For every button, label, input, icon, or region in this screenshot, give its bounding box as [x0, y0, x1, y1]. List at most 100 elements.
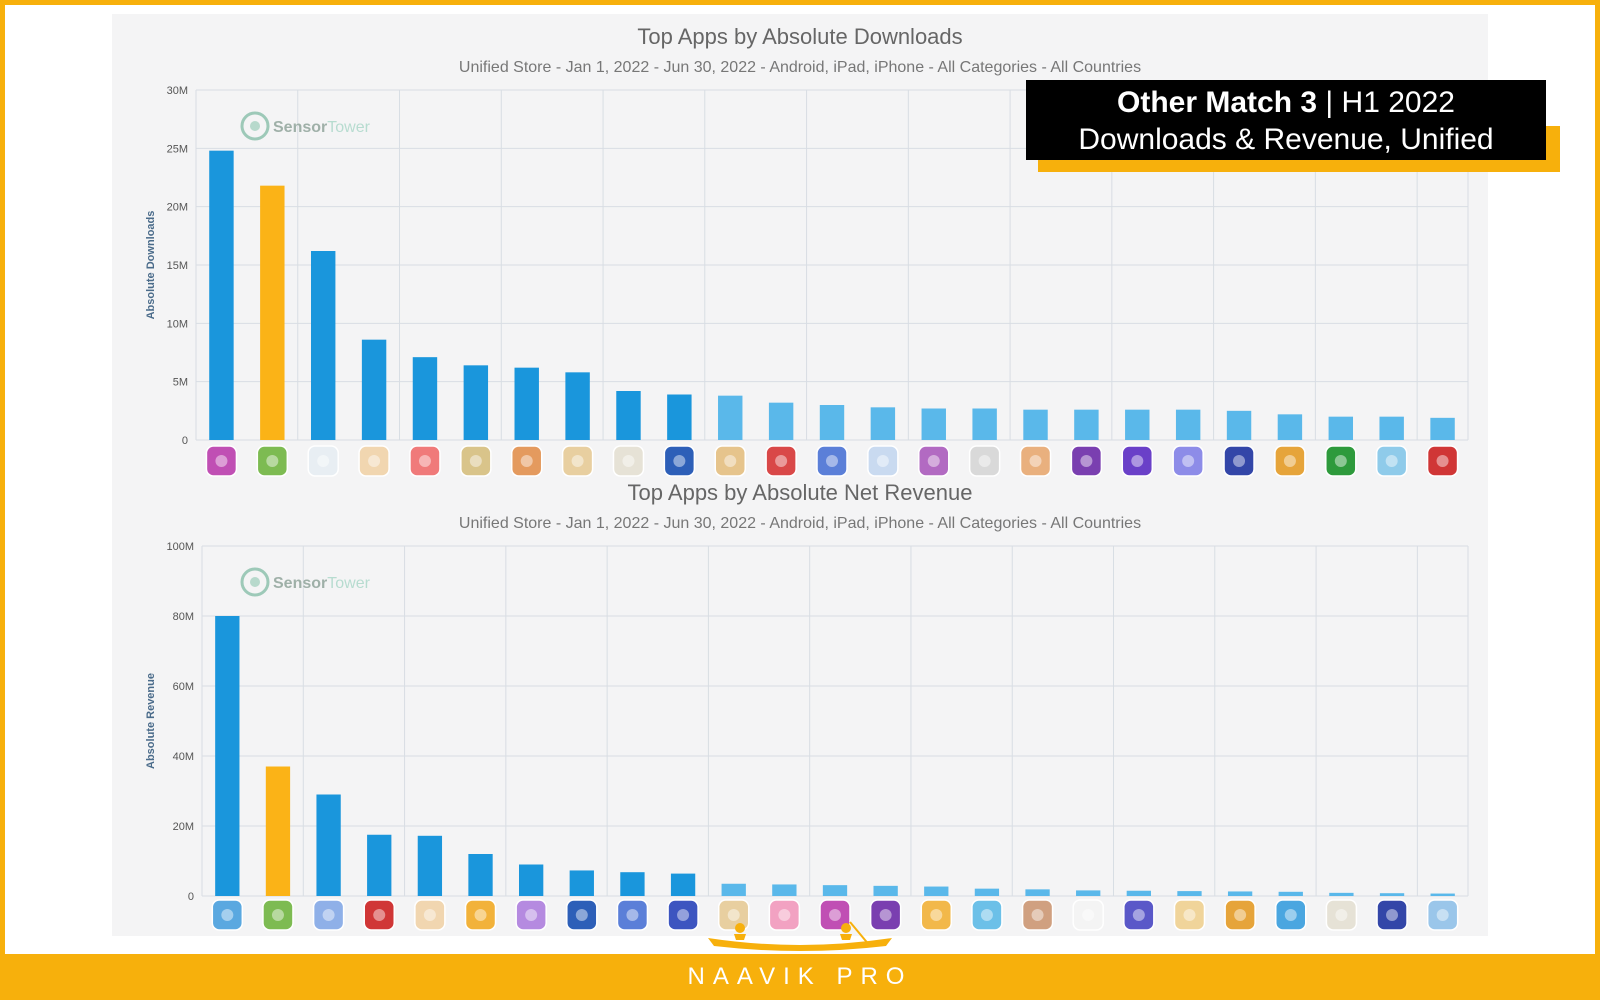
- bar: [519, 864, 544, 896]
- title-badge: Other Match 3 | H1 2022 Downloads & Reve…: [1026, 80, 1546, 160]
- app-icon-glyph: [423, 909, 436, 921]
- bar: [265, 766, 291, 896]
- app-icon: [1426, 899, 1459, 931]
- app-icon: [312, 899, 345, 931]
- bar: [1125, 409, 1150, 440]
- badge-title-separator: |: [1317, 86, 1342, 119]
- sensortower-watermark: SensorTower: [240, 567, 371, 597]
- bar: [718, 395, 743, 440]
- app-icon-glyph: [927, 455, 940, 467]
- bar: [514, 367, 539, 440]
- bar: [1076, 890, 1101, 896]
- app-icon-glyph: [829, 909, 841, 921]
- bar: [260, 185, 285, 440]
- app-icon: [1275, 899, 1307, 931]
- bar: [819, 405, 845, 440]
- chart-title: Top Apps by Absolute Net Revenue: [628, 480, 973, 505]
- app-icon: [1072, 899, 1104, 931]
- sensortower-wordmark: SensorTower: [273, 575, 371, 592]
- bar: [921, 408, 946, 440]
- app-icon: [768, 899, 801, 931]
- app-icon: [510, 445, 543, 477]
- bar: [1074, 409, 1099, 440]
- bar: [565, 372, 590, 440]
- app-icon-glyph: [1132, 909, 1145, 921]
- bar: [620, 872, 645, 896]
- app-icon-glyph: [673, 455, 686, 467]
- app-icon: [566, 899, 598, 931]
- app-icon: [616, 899, 649, 931]
- app-icon-glyph: [1284, 909, 1297, 921]
- sensortower-logo-icon: [240, 111, 270, 141]
- app-icon: [460, 445, 492, 477]
- app-icon-glyph: [1029, 455, 1042, 467]
- app-icon-glyph: [1334, 455, 1347, 467]
- bar: [1126, 890, 1151, 896]
- app-icon-glyph: [215, 455, 228, 467]
- y-tick-label: 0: [188, 891, 194, 903]
- app-icon: [358, 445, 390, 477]
- y-tick-label: 30M: [167, 85, 188, 97]
- app-icon-glyph: [575, 909, 588, 921]
- app-icon-glyph: [622, 455, 635, 467]
- app-icon-glyph: [930, 909, 943, 921]
- bar: [822, 885, 848, 896]
- app-icon-glyph: [368, 455, 381, 467]
- bar: [463, 365, 489, 440]
- app-icon: [1070, 445, 1103, 477]
- app-icon: [918, 445, 950, 477]
- bar: [667, 394, 692, 440]
- app-icon: [1121, 445, 1154, 477]
- bar: [1379, 416, 1404, 440]
- app-icon: [612, 445, 645, 477]
- bar: [367, 834, 392, 896]
- y-tick-label: 0: [182, 435, 188, 447]
- bar: [1177, 891, 1202, 896]
- app-icon-glyph: [879, 909, 892, 921]
- bar: [972, 408, 997, 440]
- app-icon-glyph: [1386, 909, 1399, 921]
- app-icon-glyph: [826, 455, 838, 467]
- app-icon-glyph: [1131, 455, 1144, 467]
- footer-brand: NAAVIK PRO: [0, 954, 1600, 1000]
- app-icon: [414, 899, 446, 931]
- app-icon: [1021, 899, 1054, 931]
- chart-revenue: Top Apps by Absolute Net Revenue Unified …: [145, 480, 1469, 931]
- app-icon-glyph: [571, 455, 584, 467]
- bar: [924, 886, 949, 896]
- app-icon-glyph: [525, 909, 538, 921]
- bar: [670, 873, 696, 896]
- app-icon-glyph: [775, 455, 788, 467]
- y-tick-label: 5M: [173, 377, 188, 389]
- app-icon-glyph: [626, 909, 639, 921]
- y-tick-label: 80M: [173, 611, 194, 623]
- app-icon-glyph: [271, 909, 284, 921]
- sensortower-logo-dot: [250, 577, 260, 587]
- app-icon: [971, 899, 1003, 931]
- bar: [1430, 893, 1455, 896]
- app-icon: [1274, 445, 1306, 477]
- app-icon: [869, 899, 902, 931]
- badge-title-period: H1 2022: [1341, 86, 1455, 119]
- app-icon: [1426, 445, 1459, 477]
- y-tick-label: 100M: [166, 541, 194, 553]
- app-icon: [968, 445, 1001, 477]
- app-icon: [1173, 899, 1206, 931]
- bar: [412, 357, 438, 440]
- app-icon: [262, 899, 294, 931]
- bar: [1227, 891, 1253, 896]
- app-icon: [714, 445, 746, 477]
- app-icon: [1224, 899, 1256, 931]
- app-icon-glyph: [520, 455, 533, 467]
- sensortower-logo-dot: [250, 121, 260, 131]
- bar: [569, 870, 594, 896]
- app-icon: [717, 899, 750, 931]
- bar: [417, 835, 443, 896]
- app-icon-glyph: [1234, 909, 1247, 921]
- app-icon: [211, 899, 244, 931]
- app-icon: [1223, 445, 1255, 477]
- bar: [1329, 892, 1354, 896]
- bar: [721, 883, 746, 896]
- app-icon: [920, 899, 953, 931]
